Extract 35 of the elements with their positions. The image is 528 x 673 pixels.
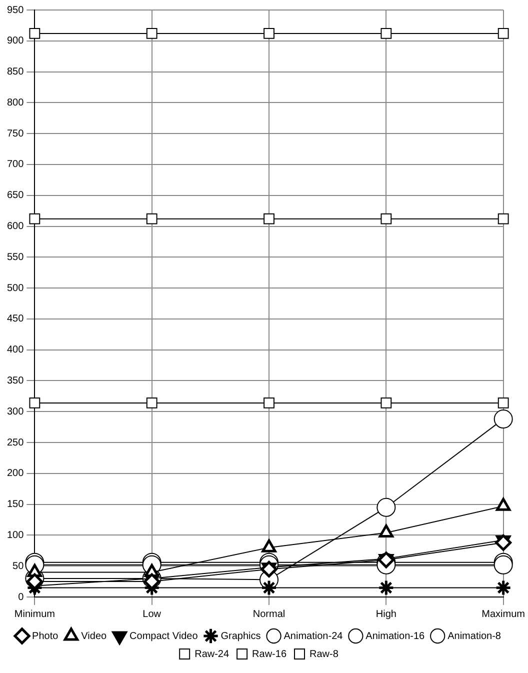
legend-label: Animation-16 (366, 630, 426, 642)
y-tick-label: 400 (6, 344, 24, 356)
legend-label: Animation-8 (448, 630, 502, 642)
y-tick-label: 700 (6, 159, 24, 170)
y-tick-label: 600 (6, 221, 24, 232)
y-tick-label: 150 (6, 499, 24, 510)
y-tick-label: 350 (6, 375, 24, 386)
y-tick-label: 250 (6, 437, 24, 448)
legend-label: Raw-8 (310, 648, 339, 660)
legend-label: Raw-24 (194, 648, 230, 660)
y-tick-label: 950 (6, 4, 24, 16)
legend-label: Raw-16 (252, 648, 287, 660)
y-tick-label: 300 (6, 406, 24, 418)
y-tick-label: 500 (6, 282, 24, 294)
legend-label: Video (81, 630, 107, 642)
legend-label: Graphics (220, 630, 261, 642)
x-tick-label: Maximum (482, 608, 526, 620)
legend-label: Compact Video (130, 630, 198, 642)
legend-label: Animation-24 (284, 630, 344, 642)
x-tick-label: Low (142, 608, 162, 620)
x-tick-label: High (376, 608, 396, 620)
y-tick-label: 750 (6, 128, 24, 140)
legend-label: Photo (32, 630, 59, 642)
y-tick-label: 650 (6, 190, 24, 202)
y-tick-label: 0 (18, 592, 24, 603)
y-tick-label: 850 (6, 66, 24, 78)
y-tick-label: 200 (6, 468, 24, 480)
x-tick-label: Normal (252, 608, 286, 620)
y-tick-label: 550 (6, 252, 24, 263)
y-tick-label: 450 (6, 314, 24, 325)
x-tick-label: Minimum (14, 608, 55, 620)
y-tick-label: 900 (6, 36, 24, 47)
y-tick-label: 800 (6, 97, 24, 108)
y-tick-label: 50 (12, 560, 24, 572)
y-tick-label: 100 (6, 530, 24, 541)
